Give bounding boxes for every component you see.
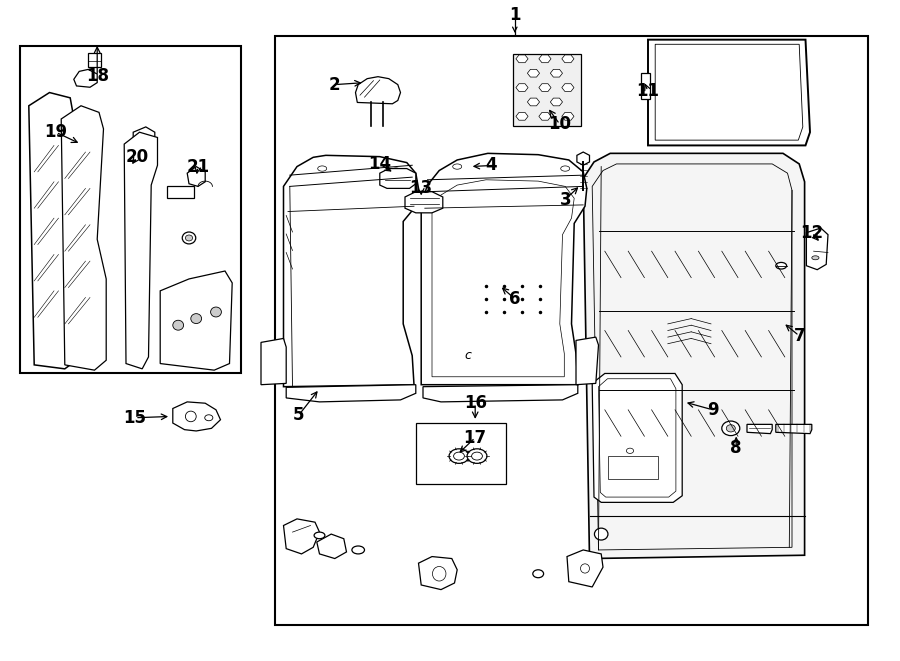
Polygon shape bbox=[133, 127, 155, 169]
Polygon shape bbox=[74, 69, 97, 87]
Polygon shape bbox=[124, 132, 158, 369]
Text: 11: 11 bbox=[636, 82, 660, 100]
Bar bbox=[88, 53, 101, 67]
Polygon shape bbox=[29, 93, 76, 369]
Text: 4: 4 bbox=[485, 156, 497, 175]
Polygon shape bbox=[576, 337, 598, 385]
Ellipse shape bbox=[812, 256, 819, 260]
Polygon shape bbox=[380, 169, 416, 188]
Polygon shape bbox=[284, 155, 418, 387]
Ellipse shape bbox=[173, 321, 184, 330]
Polygon shape bbox=[418, 557, 457, 590]
Bar bbox=[513, 54, 580, 126]
Polygon shape bbox=[648, 40, 810, 145]
Polygon shape bbox=[592, 373, 682, 502]
Polygon shape bbox=[583, 153, 805, 559]
Polygon shape bbox=[421, 153, 587, 385]
Polygon shape bbox=[187, 167, 205, 186]
Ellipse shape bbox=[185, 235, 193, 241]
Polygon shape bbox=[567, 550, 603, 587]
Polygon shape bbox=[317, 534, 346, 559]
Polygon shape bbox=[286, 385, 416, 402]
Text: 13: 13 bbox=[410, 179, 433, 198]
Polygon shape bbox=[423, 385, 578, 402]
Polygon shape bbox=[284, 519, 320, 554]
Text: 2: 2 bbox=[329, 75, 340, 94]
Text: 6: 6 bbox=[509, 290, 520, 308]
Ellipse shape bbox=[191, 314, 202, 323]
Polygon shape bbox=[356, 77, 400, 104]
Ellipse shape bbox=[314, 532, 325, 539]
Ellipse shape bbox=[352, 546, 365, 554]
Bar bbox=[274, 36, 868, 625]
Text: 3: 3 bbox=[560, 190, 571, 209]
Text: 20: 20 bbox=[125, 148, 148, 167]
Text: 9: 9 bbox=[707, 401, 718, 419]
Text: 15: 15 bbox=[123, 408, 147, 427]
Text: c: c bbox=[464, 349, 472, 362]
Text: 14: 14 bbox=[368, 155, 392, 173]
Text: 18: 18 bbox=[86, 67, 109, 85]
Polygon shape bbox=[776, 424, 812, 434]
Text: 17: 17 bbox=[464, 428, 487, 447]
Ellipse shape bbox=[722, 421, 740, 436]
Ellipse shape bbox=[467, 449, 487, 463]
Text: 8: 8 bbox=[731, 439, 742, 457]
Ellipse shape bbox=[182, 232, 196, 244]
Polygon shape bbox=[577, 152, 590, 165]
Ellipse shape bbox=[776, 262, 787, 269]
Bar bbox=[20, 46, 241, 373]
Polygon shape bbox=[405, 192, 443, 213]
Text: 7: 7 bbox=[794, 327, 805, 345]
Bar bbox=[608, 456, 658, 479]
Polygon shape bbox=[160, 271, 232, 370]
Text: 21: 21 bbox=[186, 157, 210, 176]
Polygon shape bbox=[61, 106, 106, 370]
Ellipse shape bbox=[211, 307, 221, 317]
Text: 16: 16 bbox=[464, 394, 487, 412]
Ellipse shape bbox=[449, 449, 469, 463]
Ellipse shape bbox=[533, 570, 544, 578]
Ellipse shape bbox=[595, 528, 608, 540]
Ellipse shape bbox=[456, 165, 465, 169]
Ellipse shape bbox=[726, 424, 735, 432]
Bar bbox=[416, 423, 506, 484]
Polygon shape bbox=[806, 228, 828, 270]
Polygon shape bbox=[747, 424, 772, 434]
Text: 19: 19 bbox=[44, 123, 68, 141]
Text: 10: 10 bbox=[548, 115, 572, 134]
Ellipse shape bbox=[451, 162, 471, 171]
Bar bbox=[166, 186, 194, 198]
Bar bbox=[641, 73, 650, 99]
Text: 5: 5 bbox=[293, 406, 304, 424]
Text: 1: 1 bbox=[509, 5, 520, 24]
Polygon shape bbox=[173, 402, 220, 431]
Text: 12: 12 bbox=[800, 223, 824, 242]
Polygon shape bbox=[261, 338, 286, 385]
